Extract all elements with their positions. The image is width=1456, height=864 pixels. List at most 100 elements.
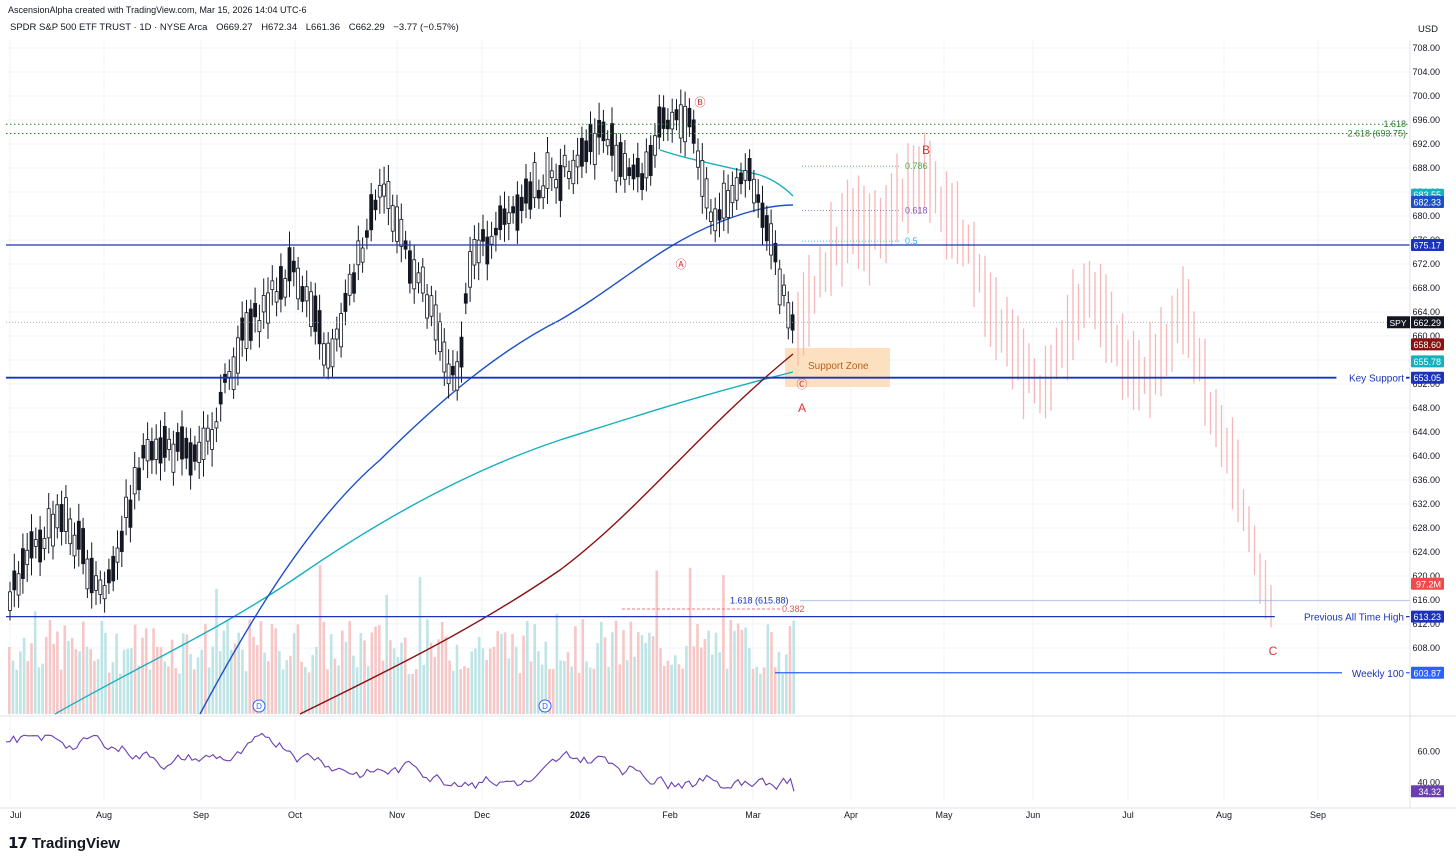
candle-body <box>562 154 567 168</box>
candle-body <box>373 199 378 211</box>
volume-bar <box>729 619 733 714</box>
volume-bars <box>8 565 795 714</box>
volume-bar <box>255 644 259 714</box>
candle-body <box>98 579 103 595</box>
volume-bar <box>89 649 92 714</box>
candle-body <box>197 441 202 463</box>
candle-body <box>94 575 98 591</box>
volume-bar <box>699 647 703 714</box>
volume-bar <box>352 655 355 714</box>
candle-body <box>459 336 464 368</box>
volume-bar <box>96 659 100 714</box>
candle-body <box>76 520 81 550</box>
rsi-badge <box>1411 785 1444 798</box>
volume-bar <box>736 623 740 714</box>
ohlc-close: C662.29 <box>348 22 385 33</box>
volume-bar <box>714 632 718 714</box>
volume-bar <box>370 632 374 714</box>
volume-bar <box>526 620 529 714</box>
candle-body <box>180 426 184 460</box>
volume-bar <box>389 640 392 714</box>
volume-bar <box>588 667 592 714</box>
volume-bar <box>514 646 518 714</box>
ema-red-line <box>299 353 794 715</box>
candle-body <box>257 320 262 333</box>
volume-bar <box>156 646 159 714</box>
candle-body <box>390 205 395 232</box>
candle-body <box>235 337 240 374</box>
volume-bar <box>85 646 89 714</box>
candle-body <box>278 266 283 300</box>
volume-bar <box>411 673 414 714</box>
level-label: Weekly 100 <box>1352 669 1405 680</box>
volume-bar <box>222 630 226 714</box>
volume-bar <box>718 652 721 714</box>
candle-body <box>713 208 718 232</box>
candle-body <box>141 445 146 459</box>
last-price-value: 662.29 <box>1413 318 1441 328</box>
candle-body <box>674 109 679 121</box>
candle-body <box>111 555 116 582</box>
volume-bar <box>463 666 466 714</box>
candle-body <box>734 177 739 201</box>
volume-bar <box>48 619 52 714</box>
volume-bar <box>252 636 255 714</box>
currency-label[interactable]: USD <box>1417 24 1438 35</box>
price-tick: 632.00 <box>1412 499 1440 509</box>
volume-bar <box>185 634 189 714</box>
volume-bar <box>167 666 170 714</box>
volume-bar <box>685 645 688 714</box>
last-price-badge <box>1411 316 1444 329</box>
candle-body <box>567 171 571 179</box>
volume-bar <box>181 633 185 714</box>
price-badge-label: 613.23 <box>1413 612 1441 622</box>
symbol-title[interactable]: SPDR S&P 500 ETF TRUST · 1D · NYSE Arca <box>10 22 208 33</box>
volume-bar <box>70 638 74 714</box>
volume-bar <box>163 661 166 714</box>
volume-bar <box>318 565 322 714</box>
price-badge <box>1411 666 1444 679</box>
candle-body <box>519 196 524 212</box>
volume-bar <box>596 642 599 714</box>
candle-body <box>132 467 137 495</box>
candle-body <box>334 328 339 340</box>
volume-bar <box>485 659 488 714</box>
candle-body <box>717 209 722 221</box>
candle-body <box>274 291 279 303</box>
volume-bar <box>322 621 326 714</box>
time-tick: Jun <box>1026 810 1041 820</box>
volume-bar <box>507 658 511 714</box>
volume-bar <box>755 666 758 714</box>
volume-bar <box>748 648 751 714</box>
volume-bar <box>248 619 252 714</box>
candle-body <box>752 178 756 204</box>
candle-body <box>580 137 584 167</box>
candle-body <box>149 441 154 461</box>
level-label-bg <box>1336 370 1406 384</box>
candle-body <box>343 292 348 312</box>
candle-body <box>46 508 51 539</box>
volume-bar <box>603 637 607 714</box>
candle-body <box>481 229 485 242</box>
candle-body <box>463 293 468 304</box>
volume-bar <box>11 660 15 714</box>
candle-body <box>51 513 55 547</box>
volume-bar <box>444 636 448 714</box>
price-badge <box>1411 338 1444 351</box>
volume-bar <box>307 672 311 714</box>
candle-body <box>167 438 172 450</box>
volume-bar <box>551 669 555 714</box>
price-axis: 608.00 612.00 616.00 620.00 624.00 628.00 632.… <box>1387 40 1444 808</box>
volume-bar <box>644 643 647 714</box>
candle-body <box>592 133 597 165</box>
volume-bar <box>792 620 795 714</box>
level-label-bg <box>1274 609 1406 623</box>
price-tick: 680.00 <box>1412 211 1440 221</box>
price-badge <box>1411 196 1444 209</box>
candle-body <box>429 295 434 317</box>
candle-body <box>20 548 25 579</box>
price-tick: 700.00 <box>1412 91 1440 101</box>
candle-body <box>743 170 748 181</box>
candle-body <box>678 104 683 139</box>
